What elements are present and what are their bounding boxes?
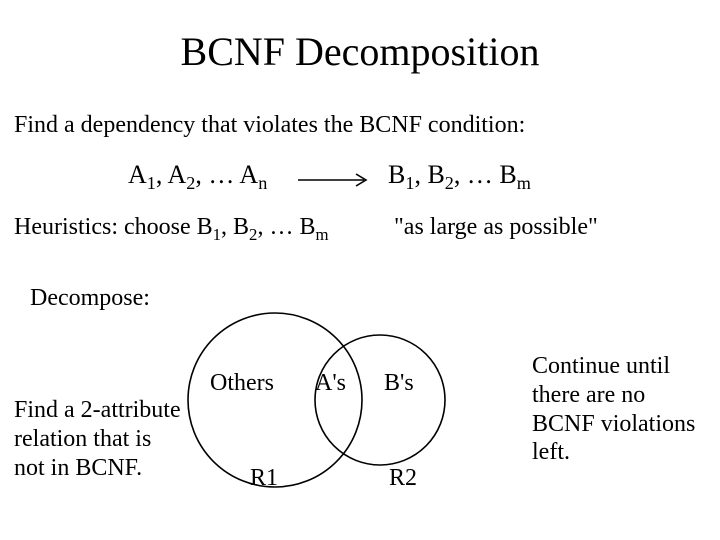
sep: , [414,160,427,189]
dependency-lhs: A1, A2, … An [128,160,267,194]
h-bm-sub: m [315,225,328,244]
rhs-bm-base: B [499,160,516,189]
ellipsis: … [269,214,299,240]
venn-label-r2: R2 [389,465,417,492]
ellipsis: … [467,160,500,189]
lhs-a1-sub: 1 [147,173,156,193]
h-b2-base: B [233,214,249,240]
right-note: Continue until there are no BCNF violati… [532,352,712,467]
heuristics-prefix: Heuristics: choose B1, B2, … Bm [14,214,329,245]
h-b1-base: B [197,214,213,240]
heuristics-prefix-text: Heuristics: choose [14,214,197,240]
venn-label-bs: B's [384,370,414,397]
sep: , [454,160,467,189]
lhs-a2-base: A [167,160,186,189]
lhs-a1-base: A [128,160,147,189]
h-b1-sub: 1 [213,225,221,244]
venn-label-others: Others [210,370,274,397]
left-note: Find a 2-attribute relation that is not … [14,396,184,482]
h-bm-base: B [299,214,315,240]
sep: , [195,160,208,189]
sep: , [221,214,233,240]
venn-label-as: A's [315,370,346,397]
page-title: BCNF Decomposition [0,0,720,75]
heuristics-tail: "as large as possible" [394,214,598,241]
sep: , [257,214,269,240]
arrow-icon [298,172,374,188]
rhs-b2-base: B [427,160,444,189]
venn-circle-r1 [188,313,362,487]
venn-label-r1: R1 [250,465,278,492]
decompose-label: Decompose: [30,285,150,312]
venn-circle-r2 [315,335,445,465]
lhs-a2-sub: 2 [186,173,195,193]
dependency-rhs: B1, B2, … Bm [388,160,531,194]
sep: , [156,160,168,189]
rhs-b2-sub: 2 [445,173,454,193]
rhs-b1-base: B [388,160,405,189]
ellipsis: … [208,160,239,189]
lhs-an-base: A [239,160,258,189]
rhs-bm-sub: m [517,173,531,193]
venn-diagram [180,310,470,510]
instruction-line: Find a dependency that violates the BCNF… [14,112,525,139]
lhs-an-sub: n [258,173,267,193]
